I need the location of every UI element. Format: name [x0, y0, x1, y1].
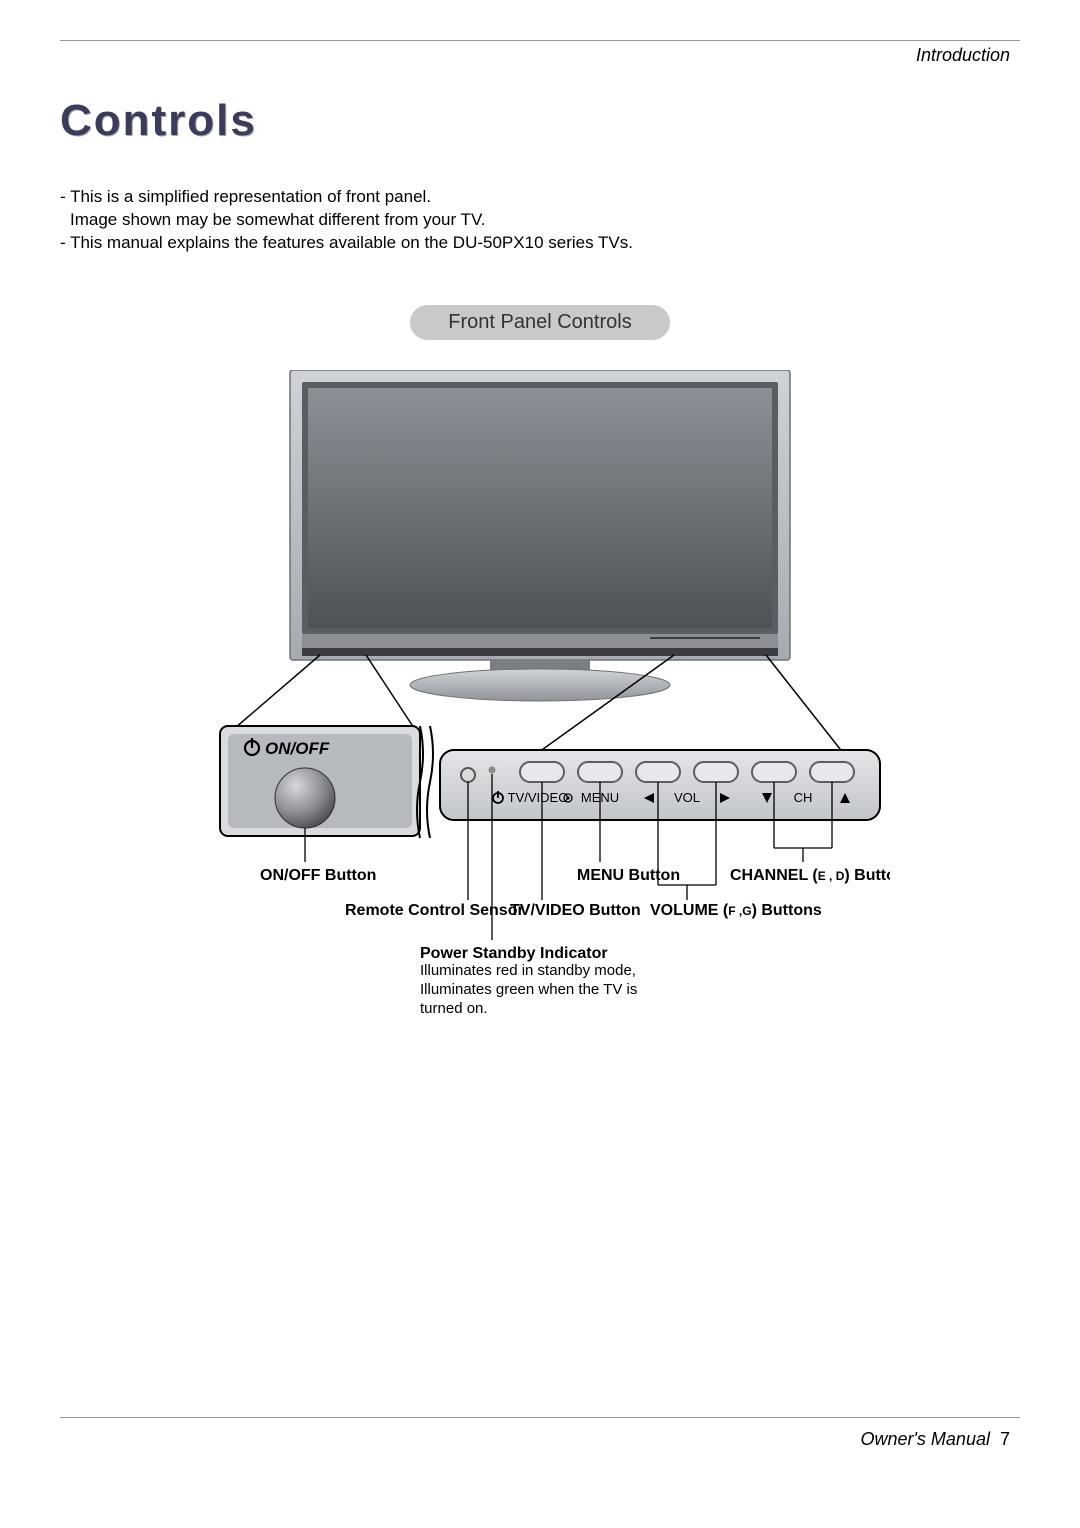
onoff-knob[interactable]	[275, 768, 335, 828]
vol-down-button[interactable]	[636, 762, 680, 782]
tvvideo-label: TV/VIDEO	[508, 790, 569, 805]
remote-sensor-callout: Remote Control Sensor	[345, 902, 524, 919]
intro-text: - This is a simplified representation of…	[60, 186, 1020, 255]
onoff-callout: ON/OFF Button	[260, 867, 376, 884]
onoff-label: ON/OFF	[265, 739, 330, 758]
menu-button[interactable]	[578, 762, 622, 782]
onoff-box: ON/OFF	[220, 726, 420, 836]
tv-bottom-strip	[302, 634, 778, 648]
menu-callout: MENU Button	[577, 867, 680, 884]
control-panel: TV/VIDEO MENU VOL CH	[440, 750, 880, 820]
vol-up-button[interactable]	[694, 762, 738, 782]
page-title: Controls	[60, 96, 1020, 146]
tvvideo-button[interactable]	[520, 762, 564, 782]
tv-slits	[650, 637, 760, 639]
intro-line: - This is a simplified representation of…	[60, 186, 1020, 209]
section-label: Introduction	[60, 45, 1020, 66]
standby-desc: Illuminates red in standby mode, Illumin…	[420, 962, 680, 1018]
top-rule	[60, 40, 1020, 41]
ch-up-button[interactable]	[810, 762, 854, 782]
page-number: 7	[1000, 1429, 1010, 1449]
footer-label: Owner's Manual	[860, 1429, 990, 1449]
footer: Owner's Manual 7	[860, 1429, 1010, 1450]
standby-title: Power Standby Indicator	[420, 945, 608, 962]
tvvideo-callout: TV/VIDEO Button	[510, 902, 641, 919]
subsection-pill: Front Panel Controls	[410, 305, 670, 340]
callout-texts: ON/OFF Button Remote Control Sensor MENU…	[260, 867, 890, 962]
ch-label: CH	[794, 790, 813, 805]
channel-callout: CHANNEL (E , D) Buttons	[730, 867, 890, 884]
record-dot-icon	[566, 796, 569, 799]
ch-down-button[interactable]	[752, 762, 796, 782]
vol-label: VOL	[674, 790, 700, 805]
tv-bottom-strip-dark	[302, 648, 778, 656]
bottom-rule	[60, 1417, 1020, 1418]
intro-line: Image shown may be somewhat different fr…	[60, 209, 1020, 232]
tv-screen	[308, 388, 772, 628]
intro-line: - This manual explains the features avai…	[60, 232, 1020, 255]
front-panel-diagram: ON/OFF	[190, 370, 890, 1025]
standby-indicator-icon	[489, 766, 496, 773]
volume-callout: VOLUME (F ,G) Buttons	[650, 902, 822, 919]
